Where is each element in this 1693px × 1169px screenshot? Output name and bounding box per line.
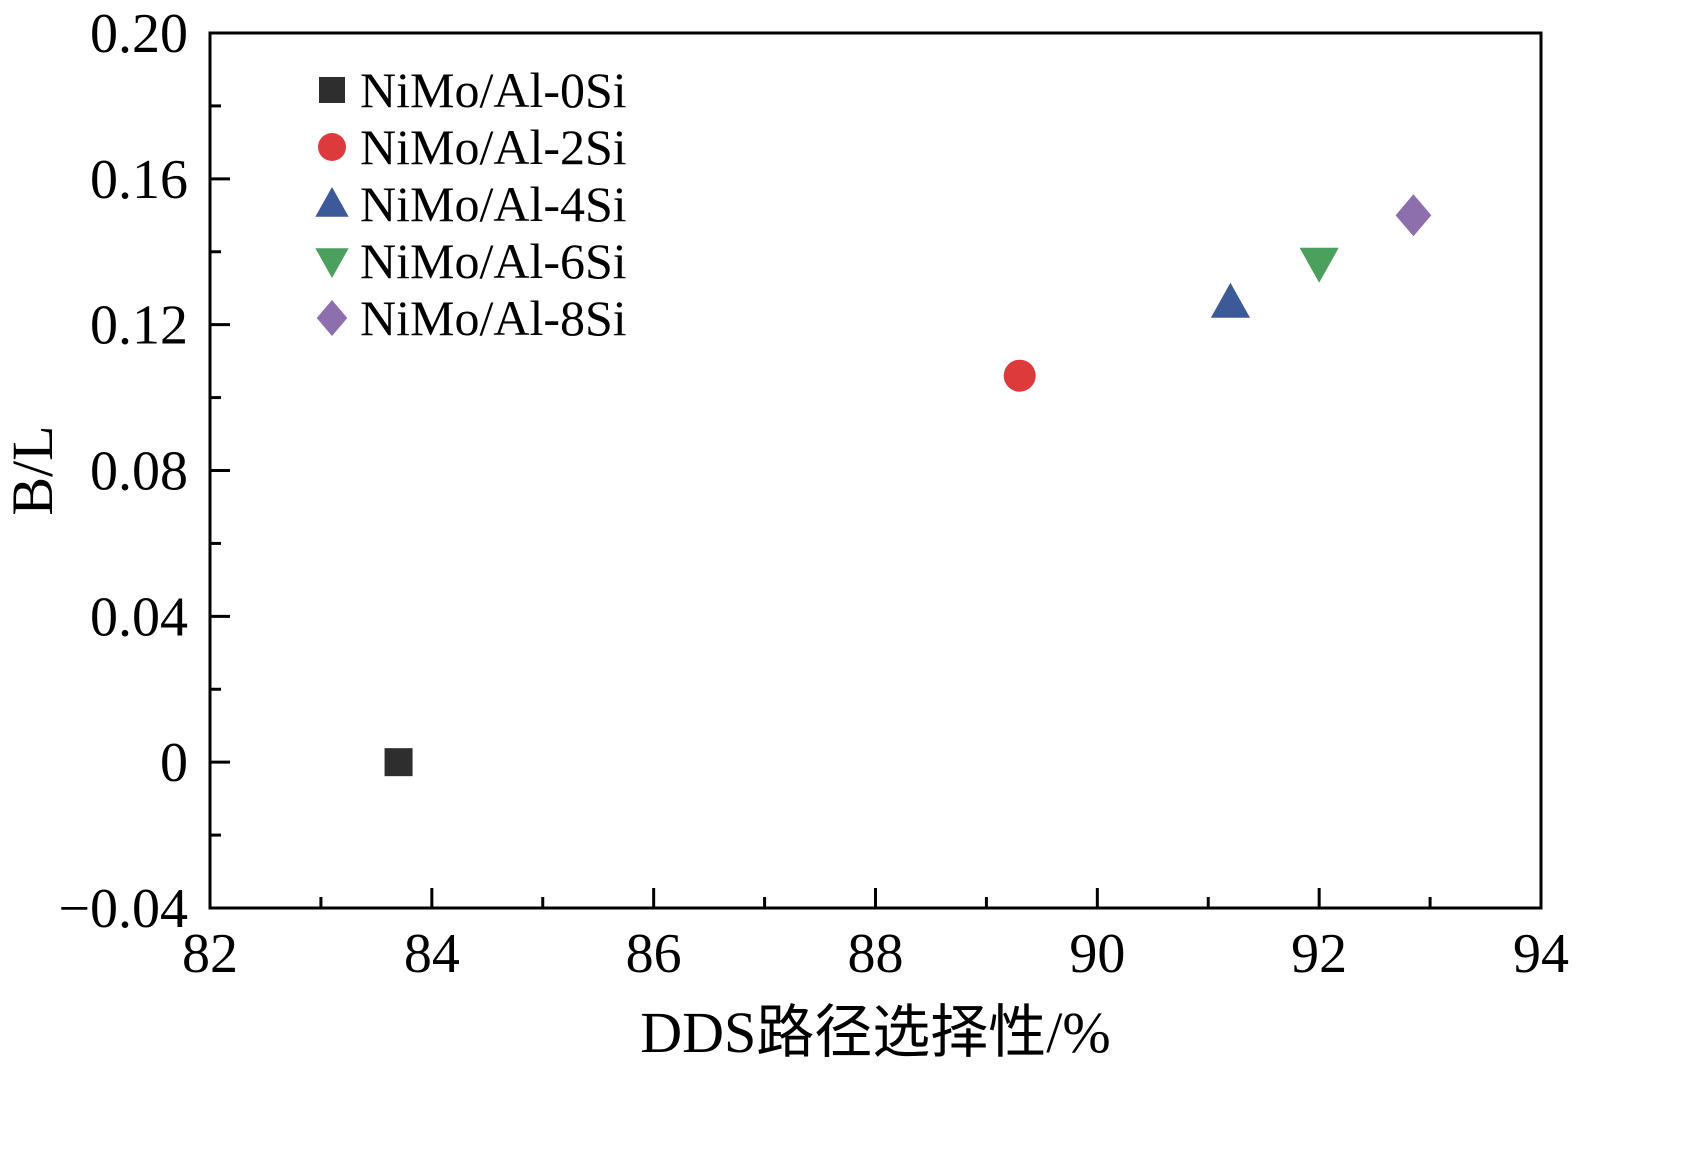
legend-marker-nimo-al-6si [315, 248, 349, 278]
legend-item: NiMo/Al-8Si [316, 290, 627, 346]
y-tick-label: 0.08 [90, 441, 188, 503]
y-axis-label: B/L [0, 425, 65, 515]
y-tick-label: 0.20 [90, 3, 188, 65]
data-points [384, 194, 1432, 777]
y-tick-label: 0.04 [90, 586, 188, 648]
data-point-nimo-al-6si [1299, 247, 1339, 283]
x-tick-label: 90 [1069, 923, 1125, 985]
legend-item: NiMo/Al-4Si [315, 176, 627, 232]
legend-marker-nimo-al-4si [315, 187, 349, 217]
y-tick-label: 0 [160, 732, 188, 794]
legend-label: NiMo/Al-0Si [360, 62, 627, 118]
data-point-nimo-al-4si [1210, 282, 1251, 318]
legend-label: NiMo/Al-2Si [360, 119, 627, 175]
y-tick-label: −0.04 [58, 878, 188, 940]
legend-item: NiMo/Al-2Si [318, 119, 627, 175]
x-axis-ticks: 82 84 86 88 90 92 94 [182, 888, 1569, 985]
x-axis-label: DDS路径选择性/% [640, 1000, 1110, 1065]
x-tick-label: 88 [848, 923, 904, 985]
x-tick-label: 82 [182, 923, 238, 985]
x-tick-label: 86 [626, 923, 682, 985]
legend-marker-nimo-al-2si [318, 133, 346, 161]
legend-item: NiMo/Al-0Si [319, 62, 627, 118]
legend-label: NiMo/Al-8Si [360, 290, 627, 346]
legend-item: NiMo/Al-6Si [315, 233, 627, 289]
x-tick-label: 84 [404, 923, 460, 985]
data-point-nimo-al-0si [384, 748, 413, 777]
legend-marker-nimo-al-8si [316, 300, 348, 336]
x-tick-label: 92 [1291, 923, 1347, 985]
legend: NiMo/Al-0SiNiMo/Al-2SiNiMo/Al-4SiNiMo/Al… [315, 62, 627, 346]
y-axis-ticks: −0.04 0 0.04 0.08 0.12 0.16 0.20 [58, 3, 230, 940]
x-tick-label: 94 [1513, 923, 1569, 985]
y-tick-label: 0.16 [90, 149, 188, 211]
data-point-nimo-al-8si [1395, 194, 1432, 237]
data-point-nimo-al-2si [1003, 359, 1036, 392]
legend-marker-nimo-al-0si [319, 77, 345, 103]
legend-label: NiMo/Al-4Si [360, 176, 627, 232]
legend-label: NiMo/Al-6Si [360, 233, 627, 289]
y-tick-label: 0.12 [90, 295, 188, 357]
